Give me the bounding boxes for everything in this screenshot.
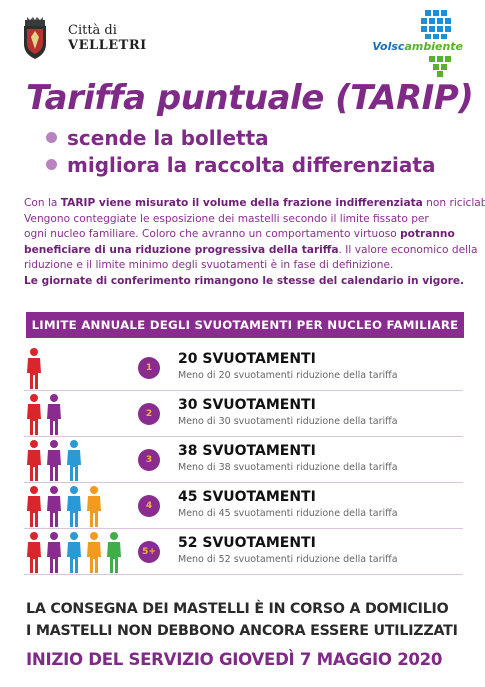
person-icon: [87, 532, 101, 573]
household-size-badge: 1: [138, 357, 160, 379]
usage-notice: I MASTELLI NON DEBBONO ANCORA ESSERE UTI…: [26, 623, 458, 639]
header: Città di VELLETRI Volscambiente: [0, 0, 485, 78]
service-start-notice: INIZIO DEL SERVIZIO GIOVEDÌ 7 MAGGIO 202…: [26, 650, 443, 669]
row-divider: [24, 482, 463, 483]
list-item: 1 20 SVUOTAMENTI Meno di 20 svuotamenti …: [0, 345, 485, 391]
bullet-item: scende la bolletta: [46, 124, 435, 151]
page-title: Tariffa puntuale (TARIP): [26, 78, 474, 118]
bullet-list: scende la bolletta migliora la raccolta …: [46, 124, 435, 178]
velletri-crest-icon: [24, 17, 46, 59]
limit-label: 38 SVUOTAMENTI: [178, 443, 316, 459]
person-icon: [87, 486, 101, 527]
description-paragraph: Con la TARIP viene misurato il volume de…: [24, 197, 485, 287]
row-divider: [24, 528, 463, 529]
volscambiente-logo-icon: [421, 10, 451, 77]
person-icon: [107, 532, 121, 573]
person-icon: [67, 532, 81, 573]
person-icon: [27, 348, 41, 389]
bullet-text: migliora la raccolta differenziata: [67, 152, 436, 177]
limit-description: Meno di 38 svuotamenti riduzione della t…: [178, 462, 398, 473]
limit-description: Meno di 20 svuotamenti riduzione della t…: [178, 370, 398, 381]
person-icon: [67, 486, 81, 527]
person-icon: [27, 486, 41, 527]
limits-banner: LIMITE ANNUALE DEGLI SVUOTAMENTI PER NUC…: [26, 312, 464, 338]
household-size-badge: 4: [138, 495, 160, 517]
person-icon: [27, 440, 41, 481]
household-size-badge: 3: [138, 449, 160, 471]
partner-logo-text: Volscambiente: [372, 40, 463, 53]
list-item: 5+ 52 SVUOTAMENTI Meno di 52 svuotamenti…: [0, 529, 485, 575]
delivery-notice: LA CONSEGNA DEI MASTELLI È IN CORSO A DO…: [26, 601, 449, 617]
family-people-icon: [27, 394, 61, 435]
limit-description: Meno di 30 svuotamenti riduzione della t…: [178, 416, 398, 427]
city-name: Città di VELLETRI: [68, 24, 147, 54]
list-item: 3 38 SVUOTAMENTI Meno di 38 svuotamenti …: [0, 437, 485, 483]
city-title: VELLETRI: [68, 38, 147, 53]
list-item: 2 30 SVUOTAMENTI Meno di 30 svuotamenti …: [0, 391, 485, 437]
list-item: 4 45 SVUOTAMENTI Meno di 45 svuotamenti …: [0, 483, 485, 529]
row-divider: [24, 436, 463, 437]
bullet-text: scende la bolletta: [67, 125, 269, 150]
person-icon: [47, 440, 61, 481]
row-divider: [24, 574, 463, 575]
family-people-icon: [27, 440, 81, 481]
person-icon: [47, 394, 61, 435]
family-people-icon: [27, 348, 41, 389]
person-icon: [27, 532, 41, 573]
limit-description: Meno di 52 svuotamenti riduzione della t…: [178, 554, 398, 565]
person-icon: [47, 486, 61, 527]
household-size-badge: 2: [138, 403, 160, 425]
bullet-dot-icon: [46, 159, 57, 170]
bullet-item: migliora la raccolta differenziata: [46, 151, 435, 178]
person-icon: [47, 532, 61, 573]
limit-description: Meno di 45 svuotamenti riduzione della t…: [178, 508, 398, 519]
city-prefix: Città di: [68, 23, 117, 38]
limit-label: 45 SVUOTAMENTI: [178, 489, 316, 505]
bullet-dot-icon: [46, 132, 57, 143]
row-divider: [24, 390, 463, 391]
limits-list: 1 20 SVUOTAMENTI Meno di 20 svuotamenti …: [0, 345, 485, 575]
limit-label: 30 SVUOTAMENTI: [178, 397, 316, 413]
household-size-badge: 5+: [138, 541, 160, 563]
limit-label: 20 SVUOTAMENTI: [178, 351, 316, 367]
family-people-icon: [27, 486, 101, 527]
person-icon: [67, 440, 81, 481]
person-icon: [27, 394, 41, 435]
family-people-icon: [27, 532, 121, 573]
limit-label: 52 SVUOTAMENTI: [178, 535, 316, 551]
